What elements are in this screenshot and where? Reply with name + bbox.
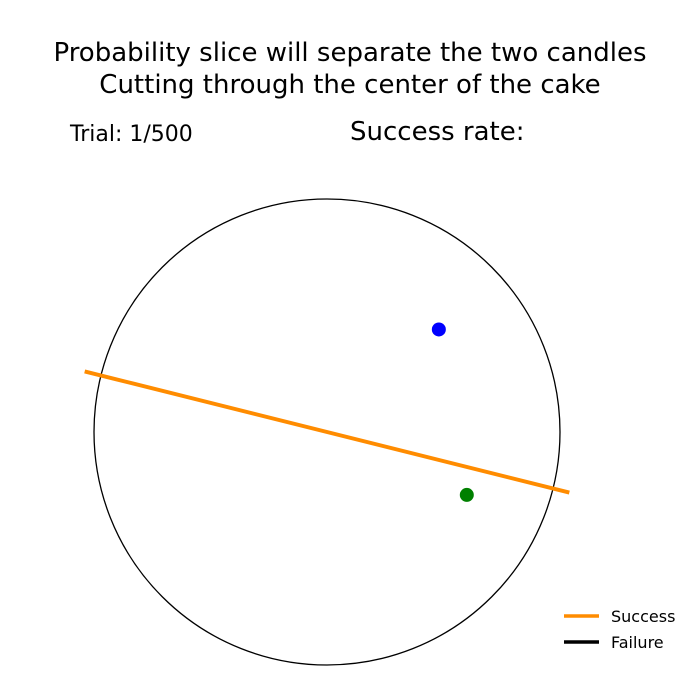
title-line-2: Cutting through the center of the cake (99, 70, 600, 100)
candle-1 (431, 322, 446, 337)
success-rate-label: Success rate: (350, 117, 525, 147)
title-line-1: Probability slice will separate the two … (53, 38, 646, 68)
cake-outline (93, 198, 561, 666)
candle-2 (459, 487, 474, 502)
legend: Success Failure (564, 607, 675, 652)
slice-line (84, 369, 570, 495)
plot-area (84, 198, 570, 666)
legend-label-success: Success (611, 607, 675, 626)
trial-counter: Trial: 1/500 (69, 122, 193, 147)
legend-label-failure: Failure (611, 633, 664, 652)
